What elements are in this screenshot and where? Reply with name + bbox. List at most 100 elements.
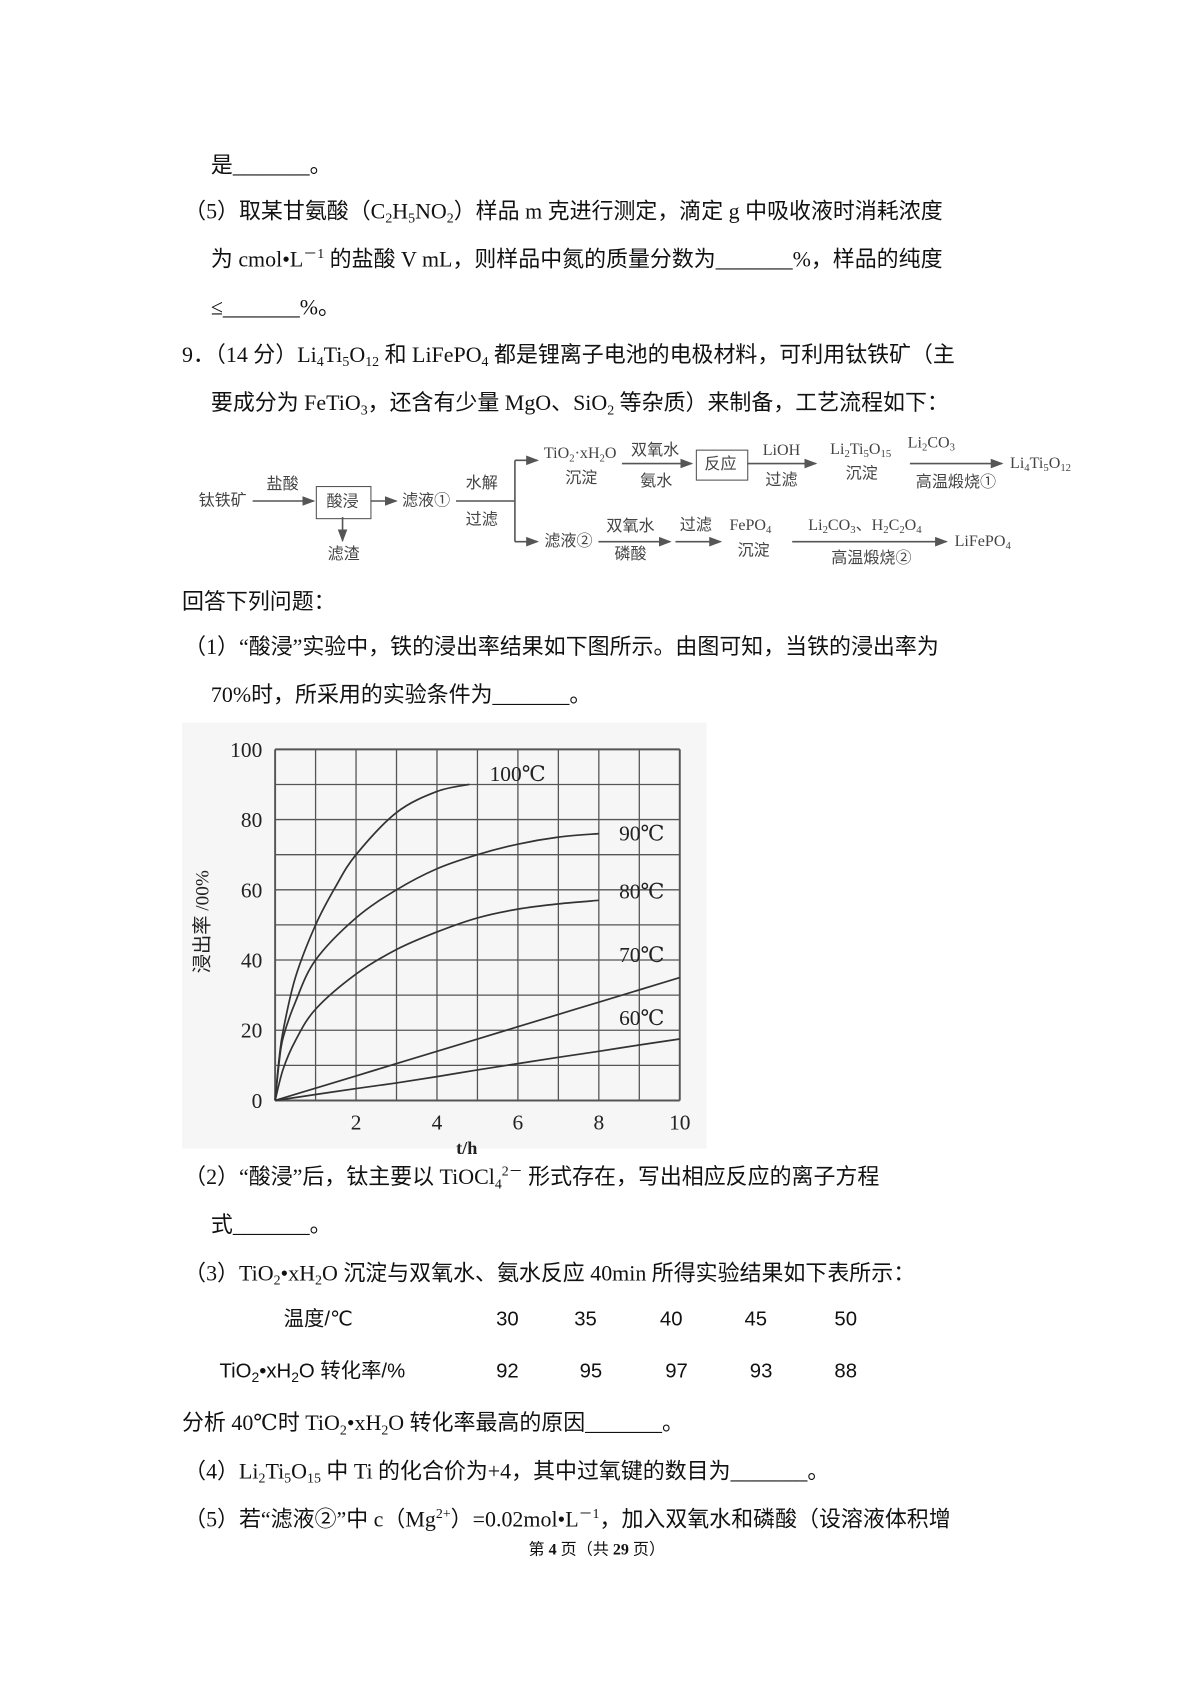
x-axis-label: t/h bbox=[456, 1138, 477, 1158]
text-segment: FePO bbox=[729, 517, 767, 535]
x-tick-label: 6 bbox=[513, 1110, 524, 1134]
text-segment: 酸浸 bbox=[326, 493, 359, 511]
subscript: 4 bbox=[916, 524, 922, 537]
text-segment: 过滤 bbox=[765, 472, 798, 490]
subscript: 15 bbox=[306, 1469, 321, 1486]
text-segment: O bbox=[604, 445, 617, 463]
text-segment: C bbox=[888, 517, 900, 535]
flowchart-arrows bbox=[252, 455, 1004, 547]
text-segment: 是_______。 bbox=[210, 154, 332, 178]
series-label: 70℃ bbox=[619, 943, 664, 967]
li2co3-label: Li2CO3 bbox=[907, 434, 955, 454]
text-segment: （1）“酸浸”实验中，铁的浸出率结果如下图所示。由图可知，当铁的浸出率为 bbox=[184, 635, 939, 660]
text-segment: Li bbox=[808, 517, 823, 535]
text-segment: 沉淀 bbox=[737, 542, 770, 560]
subscript: 5 bbox=[863, 448, 869, 461]
series-line-90c bbox=[274, 832, 599, 1101]
text-segment: 9．（14 分）Li bbox=[181, 343, 317, 368]
footer-suffix: 页） bbox=[628, 1541, 666, 1559]
subscript: 2 bbox=[883, 524, 889, 537]
text-segment: •xH bbox=[259, 1360, 292, 1384]
question-5-line-2: 为 cmol•L－1 的盐酸 V mL，则样品中氮的质量分数为_______%，… bbox=[211, 246, 943, 273]
hcl-label: 盐酸 bbox=[267, 476, 299, 493]
lifepo4-label: LiFePO4 bbox=[955, 533, 1011, 553]
text-segment: 回答下列问题： bbox=[181, 590, 336, 615]
subscript: 4 bbox=[316, 353, 324, 370]
text-segment: Ti bbox=[849, 441, 864, 459]
text-segment: （5）若“滤液②”中 c（Mg bbox=[184, 1508, 436, 1532]
text-segment: 高温煅烧① bbox=[915, 474, 997, 492]
calcine2-label: 高温煅烧② bbox=[831, 550, 911, 567]
h2o2-label: 双氧水 bbox=[631, 442, 679, 459]
text-segment: Ti bbox=[323, 343, 343, 368]
subscript: 3 bbox=[850, 524, 856, 537]
precip1-label: 沉淀 bbox=[565, 470, 597, 487]
question-5-line-1: （5）取某甘氨酸（C2H5NO2）样品 m 克进行测定，滴定 g 中吸收液时消耗… bbox=[184, 199, 943, 225]
text-segment: Ti bbox=[265, 1460, 285, 1484]
filter2-label: 过滤 bbox=[765, 472, 797, 489]
reaction-box bbox=[695, 449, 749, 481]
subscript: 2 bbox=[385, 209, 393, 226]
text-segment: Li bbox=[907, 434, 922, 452]
subscript: 2 bbox=[291, 1369, 299, 1386]
series-label: 90℃ bbox=[619, 822, 664, 846]
footer-middle: 页（共 bbox=[556, 1541, 613, 1559]
text-line: 回答下列问题： bbox=[182, 590, 336, 616]
filtrate2-label: 滤液② bbox=[544, 533, 592, 550]
question-9-line-2: 要成分为 FeTiO3，还含有少量 MgO、SiO2 等杂质）来制备，工艺流程如… bbox=[211, 391, 949, 417]
table-cell: 95 bbox=[579, 1360, 603, 1384]
text-segment: •xH bbox=[280, 1262, 316, 1286]
h2o2-label-2: 双氧水 bbox=[606, 518, 654, 535]
superscript: 2－ bbox=[501, 1162, 523, 1179]
subscript: 2 bbox=[273, 1271, 281, 1288]
text-segment: •xH bbox=[346, 1411, 382, 1436]
table-cell: 97 bbox=[665, 1360, 688, 1384]
question-4-line: （4）Li2Ti5O15 中 Ti 的化合价为+4，其中过氧键的数目为_____… bbox=[184, 1459, 829, 1485]
series-line-100c bbox=[274, 783, 470, 1101]
question-2-line-1: （2）“酸浸”后，钛主要以 TiOCl42－ 形式存在，写出相应反应的离子方程 bbox=[184, 1162, 880, 1192]
text-segment: LiOH bbox=[762, 442, 801, 460]
page-footer: 第 4 页（共 29 页） bbox=[0, 1537, 1194, 1559]
text-segment: 和 LiFePO bbox=[379, 343, 482, 368]
filtrate1-label: 滤液① bbox=[402, 492, 450, 509]
table-cell: 35 bbox=[574, 1308, 597, 1331]
acid-leach-label: 酸浸 bbox=[326, 494, 358, 511]
filter1-label: 过滤 bbox=[466, 512, 498, 529]
subscript: 4 bbox=[494, 1175, 502, 1192]
acid-leach-box bbox=[315, 486, 372, 520]
subscript: 2 bbox=[258, 1469, 266, 1486]
text-segment: 过滤 bbox=[679, 517, 712, 535]
chart-labels: 0 20 40 60 80 100 2 4 6 8 10 t/h 浸出率 /00% 100℃ 90℃ 80℃ 7… bbox=[192, 738, 691, 1158]
subscript: 2 bbox=[844, 448, 850, 461]
subscript: 2 bbox=[381, 1421, 389, 1438]
table-cell: 30 bbox=[496, 1308, 519, 1331]
question-5-line-3: ≤_______%。 bbox=[211, 295, 340, 321]
text-segment: ·xH bbox=[574, 445, 600, 463]
y-axis-label: 浸出率 /00% bbox=[192, 870, 214, 973]
subscript: 12 bbox=[365, 353, 380, 370]
text-segment: O bbox=[349, 343, 366, 368]
series-line-70c bbox=[274, 976, 681, 1102]
question-9-line-1: 9．（14 分）Li4Ti5O12 和 LiFePO4 都是锂离子电池的电极材料… bbox=[182, 343, 955, 369]
reagents2-label: Li2CO3、H2C2O4 bbox=[808, 517, 922, 537]
hydrolysis-label: 水解 bbox=[466, 475, 498, 492]
series-line-80c bbox=[274, 899, 599, 1101]
question-1-line-2: 70%时，所采用的实验条件为_______。 bbox=[211, 683, 591, 709]
y-tick-label: 100 bbox=[230, 738, 262, 762]
page-number: 4 bbox=[548, 1541, 557, 1559]
text-segment: （4）Li bbox=[184, 1460, 259, 1484]
text-segment: 都是锂离子电池的电极材料，可利用钛铁矿（主 bbox=[488, 343, 955, 368]
text-segment: 沉淀 bbox=[845, 465, 878, 483]
subscript: 2 bbox=[315, 1271, 323, 1288]
text-segment: 滤液① bbox=[401, 492, 451, 510]
text-segment: 形式存在，写出相应反应的离子方程 bbox=[522, 1165, 880, 1190]
text-segment: （5）取某甘氨酸（C bbox=[184, 200, 386, 224]
table-cell: 50 bbox=[834, 1308, 858, 1331]
table-row-label-temperature: 温度/℃ bbox=[283, 1308, 353, 1331]
y-tick-label: 60 bbox=[241, 878, 262, 902]
subscript: 4 bbox=[1005, 540, 1011, 553]
y-tick-label: 40 bbox=[241, 949, 262, 973]
fepo4-label: FePO4 bbox=[729, 517, 771, 536]
text-segment: ）=0.02mol•L bbox=[450, 1508, 579, 1532]
question-1-line-1: （1）“酸浸”实验中，铁的浸出率结果如下图所示。由图可知，当铁的浸出率为 bbox=[184, 635, 939, 661]
